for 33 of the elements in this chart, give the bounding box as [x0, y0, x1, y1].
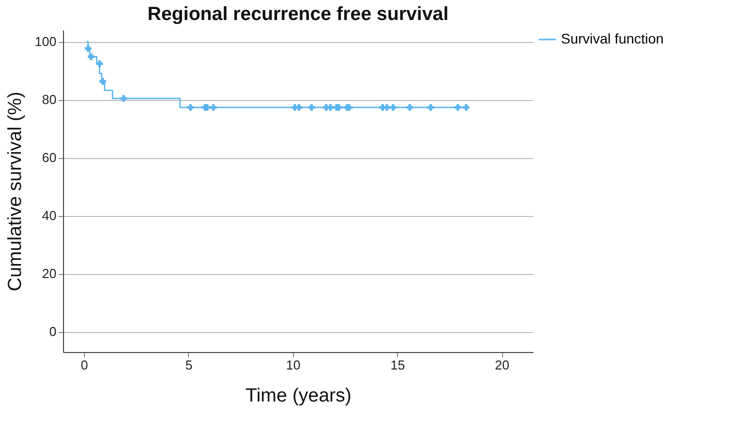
legend-label: Survival function	[561, 30, 664, 46]
point	[88, 53, 95, 60]
y-tick-label: 80	[42, 92, 56, 108]
y-tick-label: 60	[42, 150, 56, 166]
point	[96, 60, 103, 68]
y-tick-label: 100	[34, 34, 56, 50]
x-tick-label: 5	[185, 358, 192, 372]
point	[390, 104, 396, 111]
x-tick-label: 10	[286, 358, 301, 372]
chart-title: Regional recurrence free survival	[148, 4, 448, 25]
point	[335, 104, 342, 111]
point	[383, 104, 390, 111]
x-tick-label: 20	[494, 358, 510, 372]
point	[99, 78, 106, 85]
x-tick-label: 15	[390, 358, 405, 372]
point	[120, 95, 127, 102]
point	[187, 104, 194, 111]
y-axis-title: Cumulative survival (%)	[4, 92, 26, 292]
point	[346, 104, 353, 111]
x-axis-title: Time (years)	[246, 386, 352, 406]
point	[327, 104, 334, 111]
point	[296, 104, 302, 111]
point	[406, 104, 414, 111]
y-tick-label: 20	[42, 266, 56, 282]
point	[210, 104, 217, 111]
point	[462, 104, 470, 111]
point	[84, 45, 92, 52]
y-tick-label: 40	[42, 208, 56, 224]
point	[454, 104, 462, 111]
x-tick-label: 0	[80, 358, 88, 372]
point	[427, 104, 434, 111]
point	[308, 104, 315, 111]
y-tick-label: 0	[49, 324, 56, 340]
